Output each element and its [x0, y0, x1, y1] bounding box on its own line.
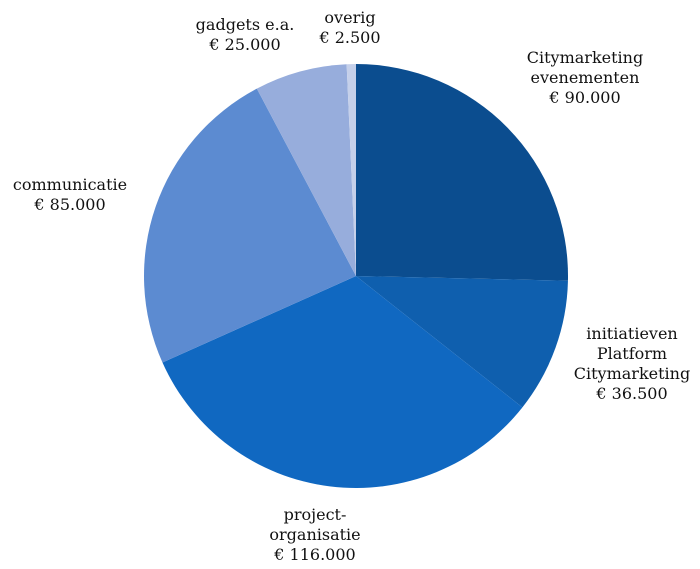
slice-value-label: € 90.000: [549, 88, 621, 107]
slice-label-initiatieven-platform: initiatieven Platform Citymarketing € 36…: [572, 324, 692, 404]
pie-slice-3: [144, 88, 356, 363]
slice-value-label: € 116.000: [274, 545, 356, 564]
pie-slice-5: [346, 64, 356, 276]
slice-label-line: communicatie: [12, 175, 128, 194]
slice-label-line: initiatieven: [586, 324, 678, 343]
slice-label-gadgets: gadgets e.a. € 25.000: [185, 15, 305, 55]
slice-label-line: evenementen: [530, 68, 640, 87]
pie-slice-4: [256, 64, 356, 277]
pie-slice-2: [162, 276, 523, 488]
slice-label-communicatie: communicatie € 85.000: [5, 175, 135, 215]
pie-slice-0: [356, 64, 569, 281]
slice-label-citymarketing-evenementen: Citymarketing evenementen € 90.000: [515, 48, 655, 108]
slice-label-line: Citymarketing: [573, 364, 691, 383]
slice-label-line: Platform: [596, 344, 668, 363]
slice-label-line: gadgets e.a.: [195, 15, 295, 34]
slice-label-line: Citymarketing: [526, 48, 644, 67]
slice-label-projectorganisatie: project- organisatie € 116.000: [255, 505, 375, 565]
slice-label-line: project-: [283, 505, 347, 524]
slice-value-label: € 36.500: [596, 384, 668, 403]
slice-value-label: € 85.000: [34, 195, 106, 214]
slice-label-overig: overig € 2.500: [305, 8, 395, 48]
pie-slice-1: [356, 276, 568, 408]
slice-label-line: organisatie: [269, 525, 361, 544]
slice-value-label: € 25.000: [209, 35, 281, 54]
slice-value-label: € 2.500: [319, 28, 381, 47]
slice-label-line: overig: [324, 8, 376, 27]
